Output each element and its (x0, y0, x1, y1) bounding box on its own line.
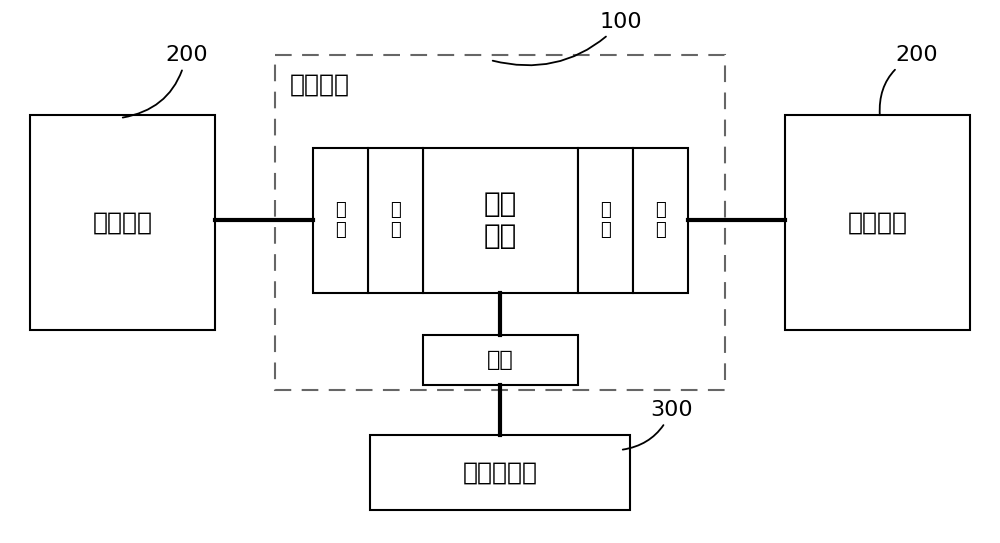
Text: 口
繁: 口 繁 (655, 200, 666, 239)
Bar (633, 148, 688, 293)
Text: 控制芯片: 控制芯片 (290, 73, 350, 97)
Text: 100: 100 (493, 12, 643, 65)
Bar (30, 115, 215, 330)
Text: 通信模块: 通信模块 (92, 211, 152, 235)
Text: 通信模块: 通信模块 (848, 211, 908, 235)
Bar (275, 55, 725, 390)
Bar (368, 148, 423, 293)
Text: 300: 300 (623, 400, 693, 450)
Bar (370, 435, 630, 510)
Text: 控制
模块: 控制 模块 (483, 190, 517, 250)
Bar (785, 115, 970, 330)
Bar (578, 148, 633, 293)
Text: 接口: 接口 (487, 350, 513, 370)
Text: 200: 200 (123, 45, 208, 117)
Text: 口
繁: 口 繁 (335, 200, 346, 239)
Text: 用户识别卡: 用户识别卡 (462, 460, 538, 484)
Bar (423, 148, 578, 293)
Text: 端
口: 端 口 (600, 200, 611, 239)
Bar (313, 148, 368, 293)
Bar (423, 335, 578, 385)
Text: 200: 200 (880, 45, 938, 115)
Text: 口
繁: 口 繁 (390, 200, 401, 239)
